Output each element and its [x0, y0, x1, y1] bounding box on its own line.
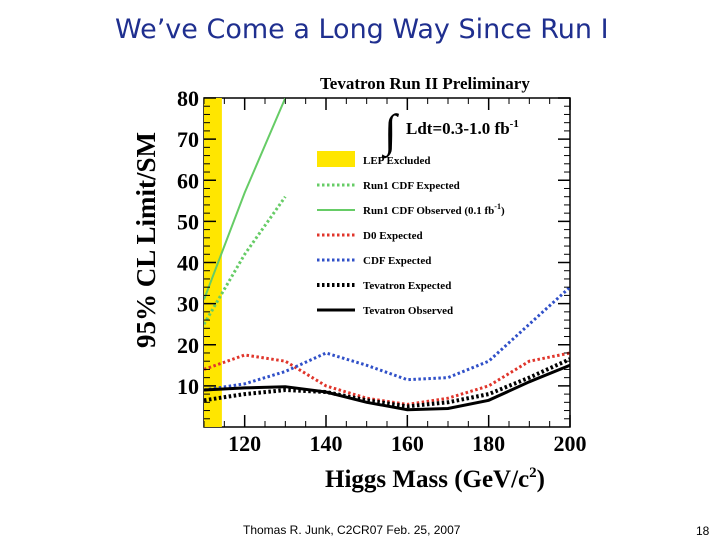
- y-tick-label: 10: [177, 374, 199, 399]
- x-axis-label-main: Higgs Mass (GeV/c: [325, 466, 529, 493]
- series-line-tevatron-observed: [204, 363, 570, 412]
- series-line-run1-cdf-observed-0-1-fb: [204, 98, 287, 300]
- legend-label-main: Tevatron Expected: [363, 280, 451, 292]
- x-tick-label: 180: [472, 431, 505, 456]
- y-axis-label: 95% CL Limit/SM: [131, 132, 161, 348]
- y-tick-label: 50: [177, 209, 199, 234]
- series-group: [204, 98, 570, 412]
- legend-label-main: Run1 CDF Expected: [363, 180, 460, 192]
- luminosity-value: Ldt=0.3-1.0 fb: [406, 119, 510, 138]
- series-line-cdf-expected: [204, 286, 570, 392]
- legend-label-lep: LEP Excluded: [363, 155, 431, 167]
- y-tick-label: 20: [177, 333, 199, 358]
- legend-swatch-lep: [317, 151, 355, 167]
- legend-label-main: Run1 CDF Observed (0.1 fb: [363, 205, 494, 217]
- page-number: 18: [696, 524, 710, 538]
- x-axis-label: Higgs Mass (GeV/c2): [325, 465, 545, 493]
- x-tick-label: 200: [554, 431, 587, 456]
- legend-label-main: Tevatron Observed: [363, 305, 453, 317]
- luminosity-annotation: ∫ Ldt=0.3-1.0 fb-1: [381, 105, 519, 159]
- y-tick-label: 70: [177, 127, 199, 152]
- legend-label: Run1 CDF Observed (0.1 fb-1): [363, 202, 505, 217]
- luminosity-exponent: -1: [510, 118, 519, 130]
- slide-title: We’ve Come a Long Way Since Run I: [115, 14, 609, 45]
- chart-title: Tevatron Run II Preliminary: [320, 74, 530, 93]
- limit-chart: 10 20 30 40 50 60 70 80 120 140 160 180 200 LEP Excl…: [131, 74, 587, 493]
- legend-label: Run1 CDF Expected: [363, 180, 460, 192]
- integral-sign: ∫: [381, 105, 399, 159]
- series-line-tevatron-expected: [204, 357, 570, 409]
- y-tick-label: 40: [177, 251, 199, 276]
- legend-label: Tevatron Expected: [363, 280, 451, 292]
- x-axis-label-close: ): [537, 466, 545, 493]
- legend-label: Tevatron Observed: [363, 305, 453, 317]
- footer-text: Thomas R. Junk, C2CR07 Feb. 25, 2007: [243, 523, 461, 537]
- x-tick-label: 160: [391, 431, 424, 456]
- legend-label-exponent: -1: [494, 202, 501, 211]
- legend-label-close: ): [501, 205, 505, 217]
- y-tick-label: 60: [177, 168, 199, 193]
- series-line-run1-cdf-expected: [204, 195, 287, 325]
- axis-ticks: 10 20 30 40 50 60 70 80 120 140 160 180 200: [177, 86, 587, 456]
- legend-label-main: CDF Expected: [363, 255, 431, 267]
- legend: LEP Excluded Run1 CDF Expected Run1 CDF Ob…: [317, 151, 505, 317]
- y-tick-label: 30: [177, 292, 199, 317]
- x-tick-label: 120: [228, 431, 261, 456]
- luminosity-text: Ldt=0.3-1.0 fb-1: [406, 118, 519, 138]
- y-tick-label: 80: [177, 86, 199, 111]
- x-axis-label-exponent: 2: [529, 465, 537, 481]
- legend-label-main: D0 Expected: [363, 230, 423, 242]
- legend-label: CDF Expected: [363, 255, 431, 267]
- x-tick-label: 140: [310, 431, 343, 456]
- legend-label: D0 Expected: [363, 230, 423, 242]
